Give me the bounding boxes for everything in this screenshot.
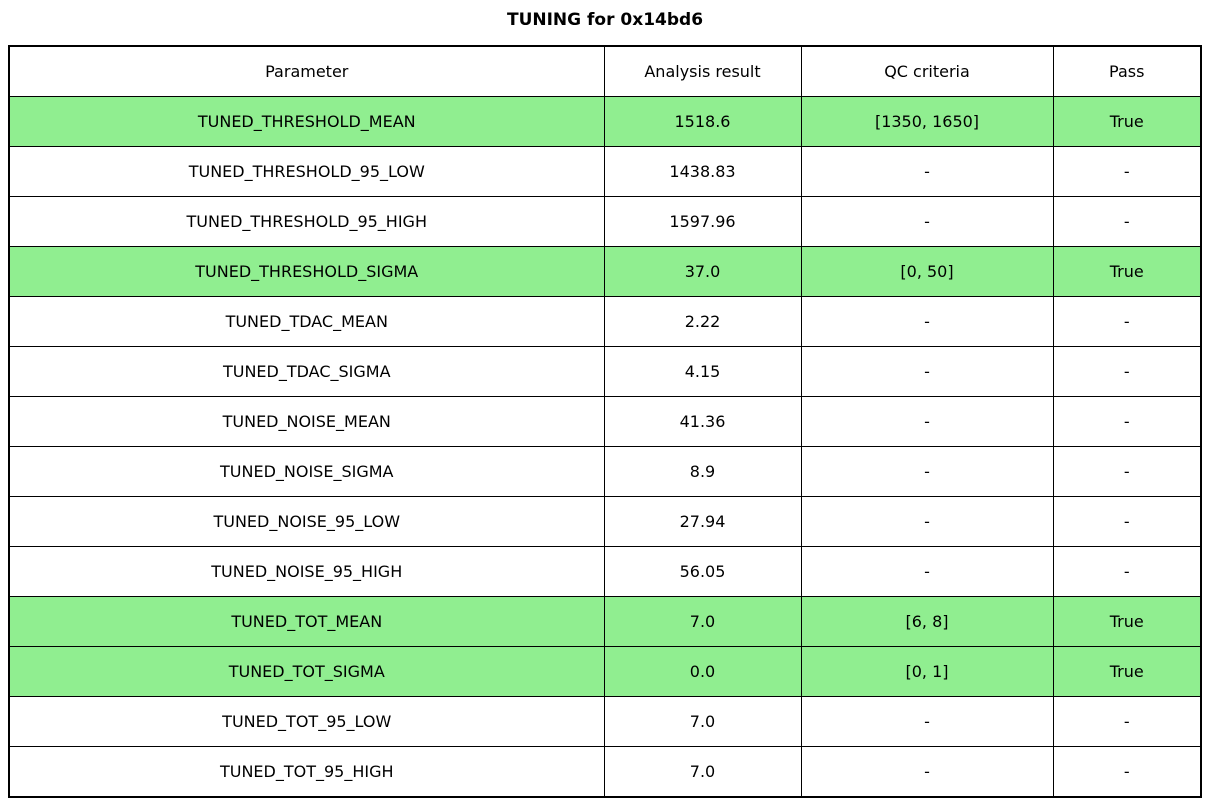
- parameter-cell: TUNED_THRESHOLD_SIGMA: [8, 246, 605, 297]
- pass-cell: -: [1052, 196, 1202, 247]
- analysis-result-cell: 1518.6: [603, 96, 802, 147]
- qc-criteria-cell: -: [800, 546, 1054, 597]
- parameter-cell: TUNED_NOISE_SIGMA: [8, 446, 605, 497]
- qc-criteria-cell: -: [800, 696, 1054, 747]
- parameter-cell: TUNED_TDAC_SIGMA: [8, 346, 605, 397]
- analysis-result-cell: 37.0: [603, 246, 802, 297]
- analysis-result-cell: 1438.83: [603, 146, 802, 197]
- qc-criteria-cell: -: [800, 346, 1054, 397]
- table-row: TUNED_NOISE_MEAN 41.36- -: [8, 396, 1202, 447]
- qc-criteria-cell: -: [800, 196, 1054, 247]
- analysis-result-cell: 2.22: [603, 296, 802, 347]
- table-body: TUNED_THRESHOLD_MEAN 1518.6 [1350, 1650] Tr…: [8, 96, 1202, 798]
- table-row: TUNED_TOT_SIGMA 0.0 [0, 1] True: [8, 646, 1202, 697]
- pass-cell: -: [1052, 446, 1202, 497]
- parameter-cell: TUNED_THRESHOLD_95_LOW: [8, 146, 605, 197]
- qc-criteria-cell: -: [800, 496, 1054, 547]
- parameter-cell: TUNED_TDAC_MEAN: [8, 296, 605, 347]
- chart-title: TUNING for 0x14bd6: [506, 10, 704, 30]
- analysis-result-cell: 7.0: [603, 746, 802, 798]
- qc-criteria-cell: [6, 8]: [800, 596, 1054, 647]
- analysis-result-cell: 1597.96: [603, 196, 802, 247]
- analysis-result-cell: 8.9: [603, 446, 802, 497]
- pass-cell: True: [1052, 646, 1202, 697]
- column-header-parameter: Parameter: [8, 45, 605, 97]
- pass-cell: -: [1052, 296, 1202, 347]
- table-row: TUNED_THRESHOLD_95_HIGH 1597.96- -: [8, 196, 1202, 247]
- analysis-result-cell: 41.36: [603, 396, 802, 447]
- table-row: TUNED_THRESHOLD_SIGMA 37.0 [0, 50] True: [8, 246, 1202, 297]
- parameter-cell: TUNED_TOT_MEAN: [8, 596, 605, 647]
- qc-criteria-cell: -: [800, 296, 1054, 347]
- table-row: TUNED_TOT_MEAN 7.0 [6, 8] True: [8, 596, 1202, 647]
- qc-criteria-cell: [1350, 1650]: [800, 96, 1054, 147]
- parameter-cell: TUNED_NOISE_95_LOW: [8, 496, 605, 547]
- table-row: TUNED_THRESHOLD_95_LOW 1438.83- -: [8, 146, 1202, 197]
- column-header-pass: Pass: [1052, 45, 1202, 97]
- column-header-analysis-result: Analysis result: [603, 45, 802, 97]
- column-header-qc-criteria: QC criteria: [800, 45, 1054, 97]
- pass-cell: True: [1052, 246, 1202, 297]
- qc-criteria-cell: -: [800, 446, 1054, 497]
- header-row: Parameter Analysis result QC criteria Pass: [8, 45, 1202, 97]
- pass-cell: True: [1052, 96, 1202, 147]
- parameter-cell: TUNED_NOISE_MEAN: [8, 396, 605, 447]
- table-row: TUNED_NOISE_SIGMA 8.9- -: [8, 446, 1202, 497]
- pass-cell: True: [1052, 596, 1202, 647]
- table-row: TUNED_THRESHOLD_MEAN 1518.6 [1350, 1650] Tr…: [8, 96, 1202, 147]
- qc-criteria-cell: -: [800, 146, 1054, 197]
- parameter-cell: TUNED_TOT_SIGMA: [8, 646, 605, 697]
- table-row: TUNED_NOISE_95_LOW 27.94- -: [8, 496, 1202, 547]
- parameter-cell: TUNED_TOT_95_HIGH: [8, 746, 605, 798]
- parameter-cell: TUNED_THRESHOLD_MEAN: [8, 96, 605, 147]
- qc-criteria-cell: [0, 1]: [800, 646, 1054, 697]
- qc-criteria-cell: [0, 50]: [800, 246, 1054, 297]
- qc-criteria-cell: -: [800, 396, 1054, 447]
- pass-cell: -: [1052, 346, 1202, 397]
- analysis-result-cell: 4.15: [603, 346, 802, 397]
- pass-cell: -: [1052, 746, 1202, 798]
- analysis-result-cell: 7.0: [603, 696, 802, 747]
- qc-criteria-cell: -: [800, 746, 1054, 798]
- table-row: TUNED_TDAC_MEAN 2.22- -: [8, 296, 1202, 347]
- table-row: TUNED_TOT_95_LOW 7.0- -: [8, 696, 1202, 747]
- pass-cell: -: [1052, 696, 1202, 747]
- table-row: TUNED_TOT_95_HIGH 7.0- -: [8, 746, 1202, 798]
- tuning-qc-table: Parameter Analysis result QC criteria Pass …: [8, 45, 1202, 798]
- table-header: Parameter Analysis result QC criteria Pass: [8, 45, 1202, 97]
- parameter-cell: TUNED_THRESHOLD_95_HIGH: [8, 196, 605, 247]
- table-row: TUNED_NOISE_95_HIGH 56.05- -: [8, 546, 1202, 597]
- pass-cell: -: [1052, 146, 1202, 197]
- pass-cell: -: [1052, 396, 1202, 447]
- parameter-cell: TUNED_NOISE_95_HIGH: [8, 546, 605, 597]
- analysis-result-cell: 56.05: [603, 546, 802, 597]
- pass-cell: -: [1052, 496, 1202, 547]
- parameter-cell: TUNED_TOT_95_LOW: [8, 696, 605, 747]
- table-row: TUNED_TDAC_SIGMA 4.15- -: [8, 346, 1202, 397]
- analysis-result-cell: 27.94: [603, 496, 802, 547]
- analysis-result-cell: 7.0: [603, 596, 802, 647]
- analysis-result-cell: 0.0: [603, 646, 802, 697]
- pass-cell: -: [1052, 546, 1202, 597]
